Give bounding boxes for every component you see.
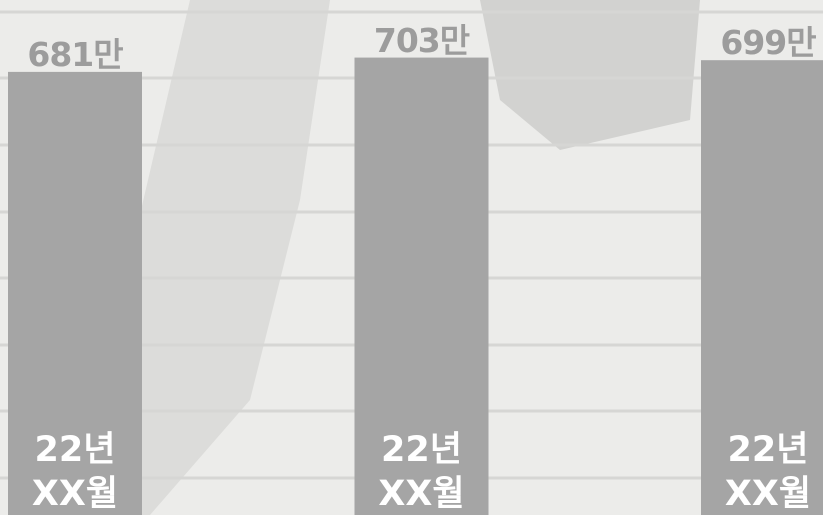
value-label: 681만 xyxy=(0,28,172,76)
category-label: 22년 XX월 xyxy=(355,428,489,515)
value-label: 703만 xyxy=(325,14,519,62)
category-label: 22년 XX월 xyxy=(701,428,823,515)
value-label: 699만 xyxy=(671,16,823,64)
page: (() => { const data = JSON.parse(documen… xyxy=(0,0,823,515)
category-label: 22년 XX월 xyxy=(8,428,142,515)
